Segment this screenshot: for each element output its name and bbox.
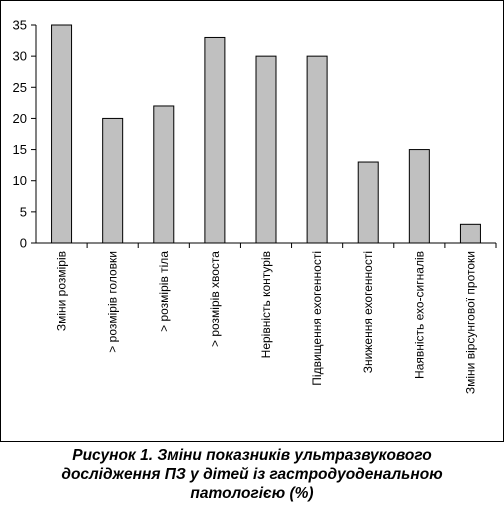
bar (204, 36, 226, 244)
x-category-label: > розмірів тіла (157, 251, 171, 332)
x-category-label: Зниження ехогенності (361, 251, 375, 373)
x-category-label: Зміни вірсунгової протоки (463, 251, 477, 394)
x-category-label: Нерівність контурів (259, 251, 273, 358)
x-category-label: Зміни розмірів (55, 251, 69, 331)
x-category-label: > розмірів хвоста (208, 251, 222, 347)
caption-line-3: патологією (%) (190, 485, 314, 502)
bar (153, 105, 175, 244)
bar (102, 117, 124, 244)
bar (51, 24, 73, 244)
caption-line-2: дослідження ПЗ у дітей із гастродуоденал… (61, 466, 443, 483)
bar (357, 161, 379, 244)
bars-group (51, 24, 481, 244)
x-category-label: Підвищення ехогенності (310, 251, 324, 386)
y-tick-label: 0 (20, 236, 27, 251)
y-tick-label: 5 (20, 204, 27, 219)
y-tick-label: 20 (13, 111, 27, 126)
bar (459, 223, 481, 244)
x-category-label: > розмірів головки (106, 251, 120, 353)
bar (255, 55, 277, 244)
x-category-label: Наявність ехо-сигналів (412, 251, 426, 379)
y-tick-label: 15 (13, 142, 27, 157)
bar-chart: 0 5 10 15 20 25 30 35 Зміни розмірів > розмірів … (0, 0, 504, 442)
y-tick-label: 10 (13, 173, 27, 188)
caption-line-1: Рисунок 1. Зміни показників ультразвуков… (72, 447, 432, 464)
figure-caption: Рисунок 1. Зміни показників ультразвуков… (0, 446, 504, 503)
x-axis-labels: Зміни розмірів > розмірів головки > розмір… (55, 243, 497, 394)
y-axis-ticks: 0 5 10 15 20 25 30 35 (13, 18, 36, 251)
bar (306, 55, 328, 244)
bar (408, 149, 430, 244)
y-tick-label: 30 (13, 49, 27, 64)
chart-area: 0 5 10 15 20 25 30 35 Зміни розмірів > розмірів … (0, 0, 504, 442)
y-tick-label: 35 (13, 18, 27, 33)
y-tick-label: 25 (13, 80, 27, 95)
